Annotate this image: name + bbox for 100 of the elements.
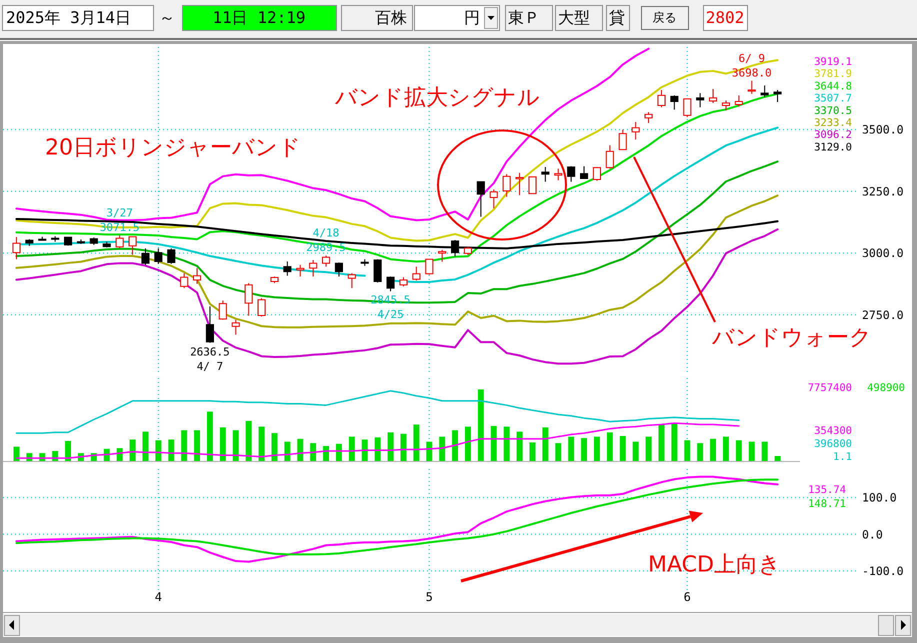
text: 3096.2 bbox=[814, 129, 852, 142]
candlestick bbox=[38, 236, 46, 242]
text: 148.71 bbox=[808, 498, 846, 510]
candlestick bbox=[541, 166, 550, 182]
candlestick bbox=[709, 88, 718, 104]
bar bbox=[155, 440, 162, 461]
candlestick bbox=[25, 238, 34, 246]
candlestick bbox=[270, 276, 278, 284]
bar bbox=[606, 432, 613, 461]
text: 円 bbox=[464, 8, 480, 27]
bar bbox=[439, 436, 446, 461]
candlestick bbox=[348, 272, 356, 289]
bar bbox=[684, 440, 690, 461]
bar bbox=[632, 442, 639, 461]
bar bbox=[65, 440, 72, 461]
x-tick-label: 4 bbox=[154, 590, 162, 604]
annotation: 20日ボリンジャーバンド bbox=[45, 136, 301, 160]
candlestick bbox=[334, 262, 343, 278]
candlestick bbox=[258, 298, 266, 317]
candlestick bbox=[90, 237, 98, 246]
bar bbox=[774, 456, 781, 461]
candlestick bbox=[580, 166, 588, 180]
bar bbox=[478, 389, 484, 461]
x-tick-label: 5 bbox=[426, 590, 433, 604]
bar bbox=[646, 436, 652, 461]
candlestick bbox=[76, 239, 85, 244]
candlestick bbox=[64, 236, 72, 246]
candlestick bbox=[683, 98, 692, 118]
annotation: 3698.0 bbox=[732, 66, 772, 80]
y-tick-label: 100.0 bbox=[862, 490, 897, 505]
bar bbox=[762, 442, 768, 461]
bar bbox=[658, 424, 664, 461]
text: 2802 bbox=[706, 8, 744, 27]
bar bbox=[310, 443, 316, 461]
line-series bbox=[15, 194, 779, 328]
annotation: 3/27 bbox=[106, 206, 133, 220]
text: 貸 bbox=[609, 8, 625, 27]
y-tick-label: 3500.0 bbox=[862, 122, 904, 137]
candlestick bbox=[102, 241, 111, 248]
text: 戻る bbox=[652, 10, 676, 24]
candlestick bbox=[696, 92, 704, 108]
bar bbox=[323, 446, 330, 461]
text: 135.74 bbox=[808, 484, 846, 496]
candlestick bbox=[606, 144, 614, 170]
candlestick bbox=[490, 188, 498, 209]
bar bbox=[568, 436, 574, 461]
text: 3919.1 bbox=[814, 56, 852, 68]
candlestick bbox=[748, 80, 756, 94]
bar bbox=[181, 430, 188, 461]
annotation: 4/18 bbox=[312, 226, 340, 240]
candlestick bbox=[12, 236, 20, 260]
bar bbox=[452, 430, 458, 461]
bar bbox=[130, 440, 136, 461]
candlestick bbox=[116, 234, 124, 249]
candlestick bbox=[502, 174, 511, 198]
candlestick bbox=[193, 268, 202, 284]
candlestick bbox=[218, 300, 227, 320]
candlestick bbox=[399, 276, 408, 287]
candlestick bbox=[374, 258, 382, 283]
candlestick bbox=[128, 236, 137, 256]
bar bbox=[504, 426, 510, 461]
bar bbox=[710, 438, 716, 461]
candlestick bbox=[206, 306, 214, 344]
bar bbox=[206, 412, 213, 461]
y-tick-label: -100.0 bbox=[862, 564, 904, 578]
text: 1.1 bbox=[833, 451, 852, 463]
bar bbox=[284, 442, 290, 461]
bar bbox=[722, 436, 729, 461]
text: 3233.4 bbox=[814, 117, 852, 129]
y-tick-label: 3250.0 bbox=[862, 184, 904, 198]
text: 7757400 bbox=[808, 382, 852, 394]
candlestick bbox=[360, 258, 369, 266]
candlestick bbox=[632, 122, 640, 140]
annotation: MACD上向き bbox=[648, 552, 781, 578]
candlestick bbox=[167, 248, 176, 264]
bar bbox=[736, 440, 742, 461]
candlestick bbox=[464, 246, 472, 256]
candlestick bbox=[232, 319, 240, 336]
text: 354300 bbox=[814, 425, 852, 437]
bar bbox=[258, 426, 265, 461]
annotation: 2636.5 bbox=[190, 345, 230, 358]
annotation: 4/25 bbox=[377, 308, 404, 322]
candlestick bbox=[141, 248, 150, 266]
candlestick bbox=[618, 129, 627, 150]
candlestick bbox=[296, 264, 304, 278]
candlestick bbox=[760, 85, 769, 98]
candlestick bbox=[670, 94, 678, 110]
text: 2025年 3月14日 bbox=[6, 8, 132, 27]
bar bbox=[542, 427, 548, 461]
y-tick-label: 3000.0 bbox=[862, 246, 904, 260]
y-tick-label: 0.0 bbox=[862, 527, 883, 542]
candlestick bbox=[283, 260, 292, 276]
bar bbox=[400, 434, 406, 461]
text: ～ bbox=[159, 8, 175, 27]
candlestick bbox=[734, 94, 743, 107]
text: 百株 bbox=[375, 8, 407, 27]
text: 3129.0 bbox=[814, 141, 852, 154]
bar bbox=[271, 433, 278, 461]
candlestick bbox=[412, 266, 420, 281]
candlestick bbox=[51, 236, 60, 242]
